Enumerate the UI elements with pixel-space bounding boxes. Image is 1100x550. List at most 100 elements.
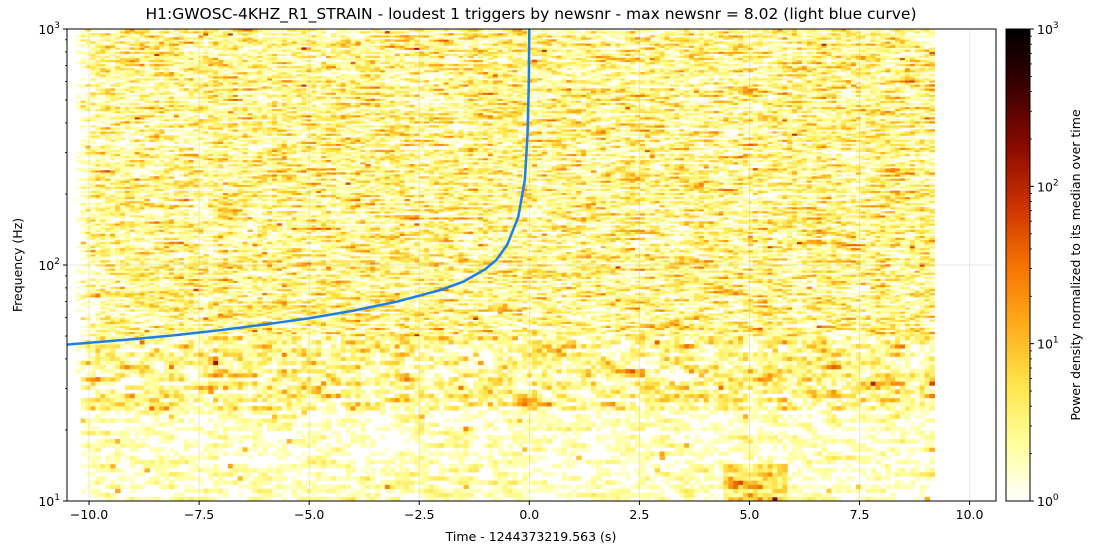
heatmap-cell	[262, 361, 268, 366]
heatmap-cell	[694, 344, 700, 349]
heatmap-cell	[503, 340, 509, 345]
heatmap-cell	[454, 365, 460, 370]
heatmap-cell	[277, 484, 283, 489]
heatmap-cell	[346, 377, 352, 382]
heatmap-cell	[409, 480, 415, 485]
heatmap-cell	[733, 410, 739, 415]
heatmap-cell	[517, 369, 523, 374]
heatmap-cell	[768, 356, 774, 361]
heatmap-cell	[218, 385, 224, 390]
heatmap-cell	[856, 460, 862, 465]
heatmap-cell	[429, 385, 435, 390]
heatmap-cell	[282, 373, 288, 378]
heatmap-cell	[115, 356, 121, 361]
heatmap-cell	[772, 435, 778, 440]
heatmap-cell	[478, 369, 484, 374]
heatmap-cell	[817, 394, 823, 399]
heatmap-cell	[719, 427, 725, 432]
heatmap-cell	[856, 402, 862, 407]
heatmap-cell	[341, 484, 347, 489]
heatmap-cell	[508, 418, 514, 423]
heatmap-cell	[360, 334, 366, 336]
heatmap-cell	[164, 418, 170, 423]
heatmap-cell	[512, 480, 518, 485]
heatmap-cell	[233, 406, 239, 411]
heatmap-cell	[375, 493, 381, 498]
heatmap-cell	[777, 468, 783, 473]
heatmap-cell	[733, 464, 739, 469]
heatmap-cell	[370, 369, 376, 374]
heatmap-cell	[660, 377, 666, 382]
heatmap-cell	[233, 340, 239, 345]
heatmap-cell	[772, 381, 778, 386]
heatmap-cell	[817, 402, 823, 407]
heatmap-cell	[267, 389, 273, 394]
heatmap-cell	[429, 476, 435, 481]
heatmap-cell	[223, 336, 229, 341]
heatmap-cell	[355, 369, 361, 374]
heatmap-cell	[772, 369, 778, 374]
heatmap-cell	[846, 394, 852, 399]
heatmap-cell	[920, 369, 926, 374]
heatmap-cell	[400, 336, 406, 341]
heatmap-cell	[871, 361, 877, 366]
heatmap-cell	[498, 373, 504, 378]
heatmap-cell	[723, 377, 729, 382]
heatmap-cell	[758, 377, 764, 382]
heatmap-cell	[709, 472, 715, 477]
heatmap-cell	[316, 381, 322, 386]
heatmap-cell	[424, 365, 430, 370]
heatmap-cell	[846, 381, 852, 386]
heatmap-cell	[331, 361, 337, 366]
heatmap-cell	[449, 336, 455, 341]
heatmap-cell	[880, 344, 886, 349]
heatmap-cell	[326, 336, 332, 341]
heatmap-cell	[115, 484, 121, 489]
heatmap-cell	[355, 381, 361, 386]
heatmap-cell	[822, 418, 828, 423]
heatmap-cell	[866, 381, 872, 386]
heatmap-cell	[292, 464, 298, 469]
heatmap-cell	[772, 456, 778, 461]
heatmap-cell	[841, 369, 847, 374]
heatmap-cell	[596, 365, 602, 370]
heatmap-cell	[655, 439, 661, 444]
heatmap-cell	[777, 472, 783, 477]
heatmap-cell	[856, 334, 862, 336]
heatmap-cell	[630, 356, 636, 361]
heatmap-cell	[748, 365, 754, 370]
heatmap-cell	[257, 480, 263, 485]
heatmap-cell	[179, 418, 185, 423]
heatmap-cell	[267, 361, 273, 366]
heatmap-cell	[704, 385, 710, 390]
heatmap-cell	[336, 435, 342, 440]
heatmap-cell	[817, 493, 823, 498]
heatmap-cell	[822, 336, 828, 341]
heatmap-cell	[890, 381, 896, 386]
heatmap-cell	[552, 385, 558, 390]
heatmap-cell	[311, 365, 317, 370]
heatmap-cell	[547, 361, 553, 366]
heatmap-cell	[660, 435, 666, 440]
heatmap-cell	[763, 493, 769, 498]
heatmap-cell	[645, 389, 651, 394]
heatmap-cell	[866, 336, 872, 341]
heatmap-cell	[370, 402, 376, 407]
heatmap-cell	[405, 480, 411, 485]
heatmap-cell	[179, 389, 185, 394]
heatmap-cell	[493, 398, 499, 403]
heatmap-cell	[557, 344, 563, 349]
heatmap-cell	[140, 340, 146, 345]
heatmap-cell	[194, 377, 200, 382]
heatmap-cell	[257, 365, 263, 370]
heatmap-cell	[787, 344, 793, 349]
heatmap-cell	[395, 344, 401, 349]
heatmap-cell	[694, 352, 700, 357]
heatmap-cell	[463, 484, 469, 489]
heatmap-cell	[817, 460, 823, 465]
heatmap-cell	[140, 484, 146, 489]
heatmap-cell	[719, 468, 725, 473]
heatmap-cell	[537, 340, 543, 345]
heatmap-cell	[748, 377, 754, 382]
heatmap-cell	[326, 356, 332, 361]
